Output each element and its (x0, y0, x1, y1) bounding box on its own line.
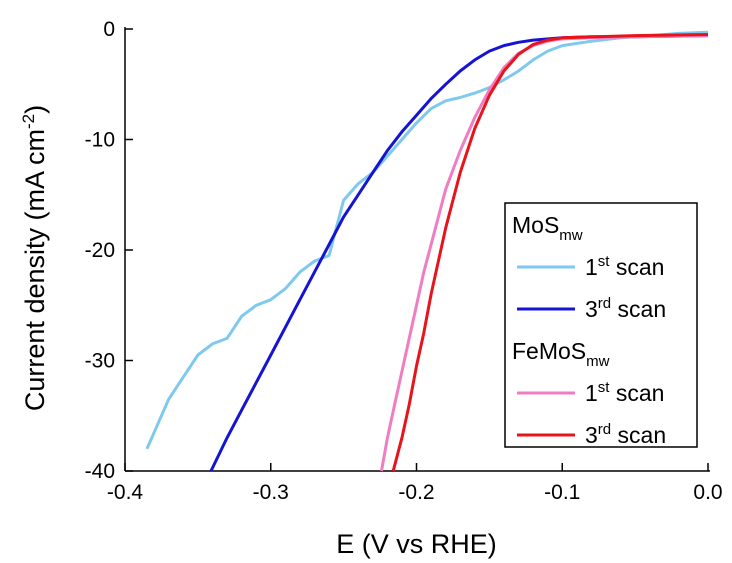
legend-entry-part: 3 (585, 422, 598, 448)
y-axis-label-part: Current density (mA cm (20, 129, 50, 411)
legend-entry-part: 1 (585, 254, 598, 280)
legend-entry-part: scan (609, 380, 664, 406)
legend-entry: 1st scan (585, 253, 664, 280)
legend-entry-part: 1 (585, 380, 598, 406)
legend-entry: 3rd scan (585, 421, 666, 448)
x-tick-label: -0.1 (544, 481, 580, 504)
x-tick-label: -0.4 (107, 481, 144, 504)
legend-entry-sup: st (598, 379, 611, 396)
legend-group-title: FeMoSmw (512, 338, 610, 370)
data-line (209, 34, 709, 472)
legend-group-title: MoSmw (512, 212, 583, 244)
y-axis-label: Current density (mA cm-2) (19, 105, 50, 411)
legend-entry-part: scan (611, 296, 666, 322)
y-tick-label: -40 (85, 460, 115, 483)
legend-box (504, 202, 698, 448)
x-tick-label: 0.0 (693, 481, 722, 504)
legend-entry-part: 3 (585, 296, 598, 322)
legend-entry: 3rd scan (585, 295, 666, 322)
y-tick-label: -30 (85, 350, 115, 373)
legend-entry-part: scan (611, 422, 666, 448)
data-line (391, 33, 709, 472)
x-tick-label: -0.2 (398, 481, 434, 504)
y-axis-label-part: ) (20, 105, 50, 114)
y-tick-label: -20 (85, 239, 115, 262)
legend-group-title-sub: mw (586, 353, 609, 370)
x-axis-label: E (V vs RHE) (336, 529, 497, 559)
x-tick-label: -0.3 (253, 481, 289, 504)
legend-entry-part: scan (609, 254, 664, 280)
legend-group-title-sub: mw (559, 227, 582, 244)
legend-entry-sup: rd (598, 421, 611, 438)
y-axis-label-sup: -2 (19, 114, 38, 129)
legend-entry-sup: rd (598, 295, 611, 312)
legend-entry-sup: st (598, 253, 611, 270)
legend-group-title-part: MoS (512, 212, 559, 238)
legend-entry: 1st scan (585, 379, 664, 406)
y-tick-label: -10 (85, 129, 115, 152)
legend-group-title-part: FeMoS (512, 338, 586, 364)
y-tick-label: 0 (103, 18, 115, 41)
